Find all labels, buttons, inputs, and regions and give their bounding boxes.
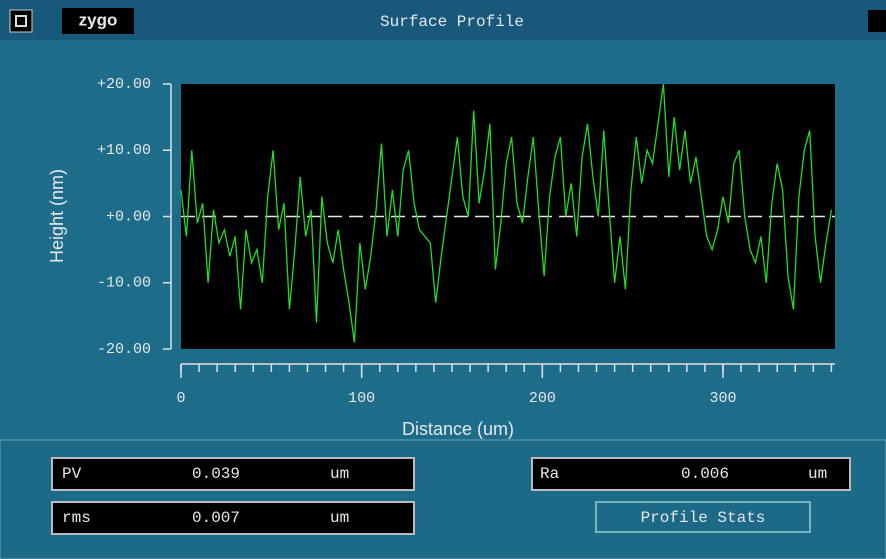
ra-value: 0.006 xyxy=(681,465,729,483)
ra-unit: um xyxy=(808,465,827,483)
ra-name: Ra xyxy=(540,465,560,483)
y-tick-label: +0.00 xyxy=(106,208,151,225)
rms-name: rms xyxy=(62,509,91,527)
x-tick-label: 0 xyxy=(176,390,185,407)
rms-box xyxy=(51,501,415,535)
close-button[interactable] xyxy=(9,9,33,33)
profile-line xyxy=(180,83,833,343)
x-tick-label: 300 xyxy=(709,390,736,407)
x-tick-label: 200 xyxy=(529,390,556,407)
profile-stats-label: Profile Stats xyxy=(641,509,766,527)
x-axis-label: Distance (um) xyxy=(402,419,514,439)
menu-button[interactable] xyxy=(868,10,886,32)
ra-box xyxy=(531,457,851,491)
title-bar xyxy=(0,0,886,40)
y-tick-label: +20.00 xyxy=(97,76,151,93)
rms-value: 0.007 xyxy=(192,509,240,527)
profile-stats-button[interactable] xyxy=(595,501,811,533)
y-axis-label: Height (nm) xyxy=(47,169,67,263)
logo-box xyxy=(62,8,134,34)
pv-unit: um xyxy=(330,465,349,483)
logo: zygo xyxy=(79,10,118,29)
x-tick-label: 100 xyxy=(348,390,375,407)
pv-name: PV xyxy=(62,465,82,483)
window-title: Surface Profile xyxy=(380,13,524,31)
close-icon xyxy=(15,15,27,27)
pv-box xyxy=(51,457,415,491)
y-tick-label: -10.00 xyxy=(97,275,151,292)
y-tick-label: -20.00 xyxy=(97,341,151,358)
y-tick-label: +10.00 xyxy=(97,142,151,159)
rms-unit: um xyxy=(330,509,349,527)
pv-value: 0.039 xyxy=(192,465,240,483)
chart: +20.00 +10.00 +0.00 -10.00 -20.00 0 100 200 300 xyxy=(97,76,835,407)
